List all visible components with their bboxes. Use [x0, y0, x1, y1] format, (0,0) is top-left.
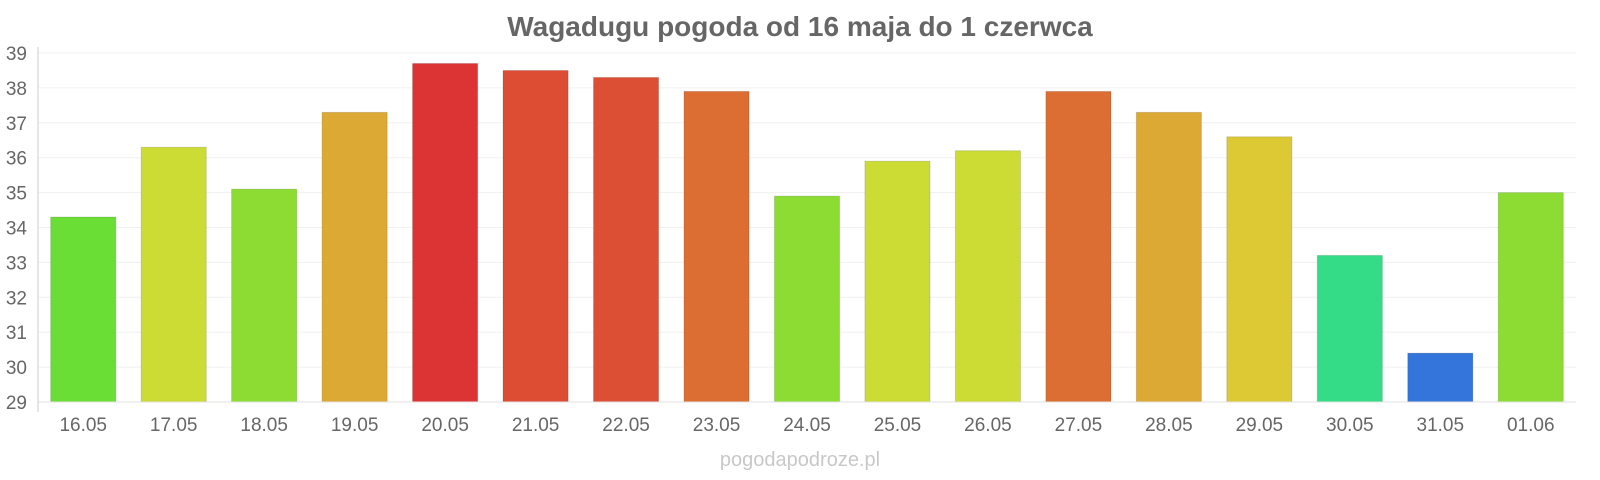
bar-17.05 — [140, 146, 207, 403]
x-axis: 16.05 17.05 18.05 19.05 20.05 21.05 22.05 23.05… — [38, 401, 1576, 436]
bar-01.06 — [1497, 192, 1564, 403]
y-tick-label: 30 — [6, 358, 27, 379]
x-tick-label: 24.05 — [783, 415, 831, 436]
y-tick-label: 32 — [6, 288, 27, 309]
bar-29.05 — [1226, 136, 1293, 403]
x-tick-label: 28.05 — [1145, 415, 1193, 436]
x-tick-label: 21.05 — [512, 415, 560, 436]
y-tick-label: 34 — [6, 219, 28, 240]
watermark: pogodapodroze.pl — [720, 449, 880, 471]
y-tick-label: 39 — [6, 44, 27, 65]
x-tick-label: 20.05 — [421, 415, 469, 436]
x-tick-label: 19.05 — [331, 415, 379, 436]
x-tick-label: 26.05 — [964, 415, 1012, 436]
bar-28.05 — [1135, 111, 1202, 403]
y-tick-label: 37 — [6, 114, 27, 135]
chart-title: Wagadugu pogoda od 16 maja do 1 czerwca — [507, 11, 1093, 42]
bar-22.05 — [592, 76, 660, 403]
x-tick-label: 30.05 — [1326, 415, 1374, 436]
bar-19.05 — [321, 111, 388, 403]
y-tick-label: 38 — [6, 79, 27, 100]
bars — [50, 62, 1564, 403]
x-tick-label: 25.05 — [874, 415, 922, 436]
y-tick-label: 35 — [6, 184, 27, 205]
x-tick-label: 27.05 — [1055, 415, 1103, 436]
x-tick-label: 18.05 — [240, 415, 288, 436]
bar-16.05 — [50, 216, 117, 403]
bar-30.05 — [1316, 254, 1383, 403]
x-tick-label: 29.05 — [1236, 415, 1284, 436]
bar-21.05 — [502, 69, 569, 403]
x-tick-label: 31.05 — [1417, 415, 1465, 436]
x-tick-label: 17.05 — [150, 415, 198, 436]
bar-25.05 — [864, 160, 931, 403]
bar-20.05 — [412, 62, 479, 403]
x-tick-label: 16.05 — [59, 415, 107, 436]
y-tick-label: 36 — [6, 149, 27, 170]
bar-31.05 — [1407, 352, 1474, 403]
bar-24.05 — [773, 195, 841, 403]
y-tick-label: 29 — [6, 393, 27, 414]
y-tick-label: 31 — [6, 323, 27, 344]
bar-18.05 — [231, 188, 298, 403]
y-axis: 29 30 31 32 33 34 35 36 37 38 39 — [6, 44, 39, 414]
x-tick-label: 22.05 — [602, 415, 650, 436]
bar-27.05 — [1045, 90, 1112, 403]
y-tick-label: 33 — [6, 253, 27, 274]
x-tick-label: 23.05 — [693, 415, 741, 436]
bar-23.05 — [683, 90, 750, 403]
x-tick-label: 01.06 — [1507, 415, 1555, 436]
bar-26.05 — [954, 150, 1022, 403]
